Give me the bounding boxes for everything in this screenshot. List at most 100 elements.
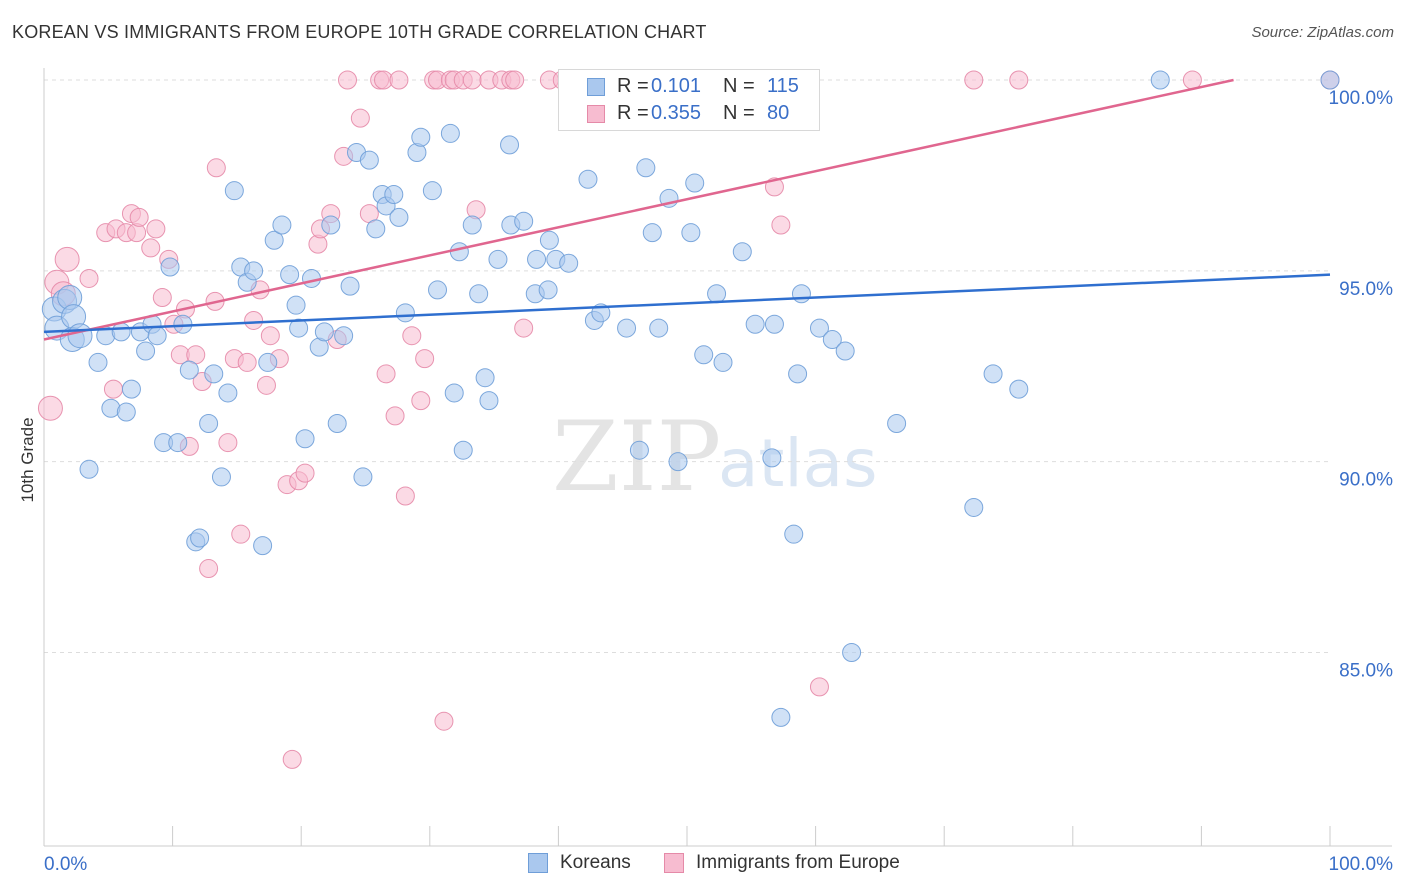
immigrants-point-12 <box>141 238 161 258</box>
koreans-point-110 <box>771 707 791 727</box>
series-immigrants-from-europe-points <box>37 70 1340 769</box>
koreans-point-79 <box>578 169 598 189</box>
koreans-point-22 <box>179 360 199 380</box>
koreans-point-70 <box>500 135 520 155</box>
koreans-point-49 <box>353 467 373 487</box>
immigrants-point-27 <box>231 524 251 544</box>
koreans-point-105 <box>842 643 862 662</box>
koreans-point-66 <box>469 284 489 304</box>
koreans-point-28 <box>218 383 238 403</box>
immigrants-point-0 <box>37 395 63 421</box>
koreans-point-98 <box>764 314 784 334</box>
koreans-point-15 <box>136 341 156 361</box>
immigrants-point-31 <box>256 375 276 395</box>
koreans-point-86 <box>649 318 669 338</box>
koreans-point-46 <box>334 326 354 346</box>
watermark: ZIP atlas <box>552 401 878 513</box>
stats-legend-box: R = 0.101 N = 115 R = 0.355 N = 80 <box>558 69 820 131</box>
immigrants-point-49 <box>385 406 405 426</box>
koreans-point-103 <box>822 330 842 350</box>
koreans-point-100 <box>788 364 808 384</box>
immigrants-point-3 <box>54 246 80 272</box>
koreans-point-97 <box>762 448 782 468</box>
koreans-point-12 <box>116 402 136 422</box>
koreans-point-104 <box>835 341 855 361</box>
n-value: 80 <box>767 102 790 124</box>
immigrants-point-78 <box>1182 70 1202 90</box>
koreans-point-8 <box>88 352 108 372</box>
koreans-point-89 <box>681 223 701 243</box>
immigrants-point-4 <box>79 268 99 288</box>
y-tick-label-2: 90.0% <box>1339 470 1393 491</box>
koreans-point-83 <box>629 440 649 460</box>
y-tick-label-1: 95.0% <box>1339 279 1393 300</box>
koreans-point-78 <box>559 253 579 273</box>
koreans-point-106 <box>887 414 907 433</box>
immigrants-point-54 <box>415 349 435 369</box>
y-tick-label-0: 100.0% <box>1329 88 1394 109</box>
y-tick-label-3: 85.0% <box>1339 661 1393 682</box>
chart-title: KOREAN VS IMMIGRANTS FROM EUROPE 10TH GR… <box>12 22 707 42</box>
koreans-point-26 <box>204 364 224 384</box>
koreans-point-61 <box>440 123 460 143</box>
n-label: N = <box>723 102 755 124</box>
koreans-point-68 <box>479 391 499 411</box>
series-koreans-points <box>41 70 1340 727</box>
immigrants-point-25 <box>218 433 238 453</box>
legend-label-immigrants: Immigrants from Europe <box>696 852 900 873</box>
immigrants-point-29 <box>244 310 264 330</box>
koreans-point-60 <box>428 280 448 300</box>
koreans-point-75 <box>538 280 558 300</box>
immigrants-point-66 <box>505 70 525 90</box>
immigrants-point-51 <box>395 486 415 506</box>
koreans-point-29 <box>224 181 244 201</box>
koreans-point-101 <box>791 284 811 304</box>
koreans-point-94 <box>732 242 752 262</box>
immigrants-point-22 <box>199 559 219 579</box>
immigrants-point-43 <box>337 70 357 90</box>
koreans-point-88 <box>668 452 688 472</box>
axes <box>43 68 1392 847</box>
legend-label-koreans: Koreans <box>560 852 631 873</box>
koreans-point-40 <box>295 429 315 449</box>
koreans-point-35 <box>264 230 284 250</box>
koreans-point-69 <box>488 249 508 269</box>
koreans-point-111 <box>1150 70 1170 90</box>
koreans-point-43 <box>314 322 334 342</box>
koreans-point-107 <box>964 497 984 517</box>
koreans-point-51 <box>366 219 386 239</box>
koreans-point-6 <box>67 323 93 349</box>
immigrants-point-32 <box>260 326 280 346</box>
immigrants-point-50 <box>389 70 409 90</box>
koreans-point-85 <box>642 223 662 243</box>
koreans-point-33 <box>253 536 273 556</box>
koreans-point-93 <box>713 352 733 372</box>
immigrants-point-11 <box>129 207 149 227</box>
immigrants-point-52 <box>402 326 422 346</box>
x-tick-label-1: 100.0% <box>1329 854 1394 875</box>
trend-lines <box>43 78 1331 341</box>
tick-labels: 100.0% 95.0% 90.0% 85.0% 0.0% 100.0% <box>44 88 1393 875</box>
koreans-point-41 <box>301 268 321 288</box>
koreans-point-58 <box>411 127 431 147</box>
koreans-point-32 <box>244 261 264 281</box>
immigrants-point-14 <box>152 288 172 308</box>
immigrants-point-53 <box>411 391 431 411</box>
koreans-point-99 <box>784 524 804 544</box>
x-tick-label-0: 0.0% <box>44 854 87 875</box>
immigrants-point-67 <box>514 318 534 338</box>
koreans-point-25 <box>199 414 219 433</box>
koreans-point-95 <box>745 314 765 334</box>
koreans-swatch <box>587 78 605 96</box>
koreans-point-56 <box>395 303 415 323</box>
n-label: N = <box>723 75 755 97</box>
r-value: 0.355 <box>651 102 702 124</box>
immigrants-point-74 <box>771 215 791 235</box>
immigrants-point-7 <box>103 379 123 399</box>
koreans-point-50 <box>359 150 379 170</box>
koreans-point-27 <box>211 467 231 487</box>
immigrants-point-48 <box>376 364 396 384</box>
koreans-point-92 <box>707 284 727 304</box>
koreans-point-55 <box>389 207 409 227</box>
